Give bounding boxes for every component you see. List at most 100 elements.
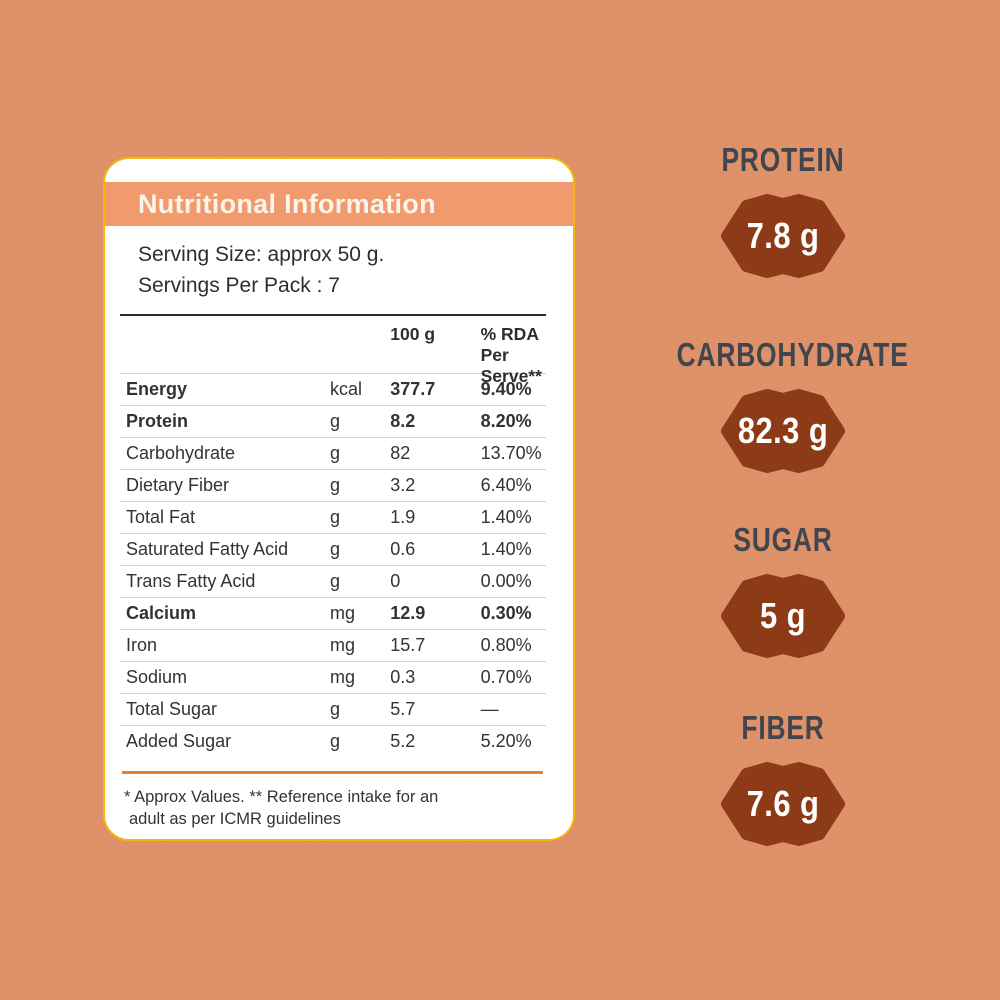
cell-value: 12.9 — [390, 603, 426, 623]
table-row: Trans Fatty Acid g 0 0.00% — [120, 566, 570, 597]
cell-unit: g — [330, 443, 341, 463]
badge-seal-icon — [721, 574, 845, 658]
cell-rda: 6.40% — [480, 475, 532, 495]
stat-carbohydrate-badge: 82.3 g — [720, 385, 846, 477]
table-row: Protein g 8.2 8.20% — [120, 406, 570, 437]
cell-unit: g — [330, 731, 341, 751]
row-divider — [120, 373, 546, 374]
row-divider — [120, 437, 546, 438]
stat-carbohydrate: CARBOHYDRATE 82.3 g — [650, 337, 916, 477]
nutrition-card: Nutritional Information Serving Size: ap… — [103, 157, 575, 841]
cell-value: 82 — [390, 443, 411, 463]
stat-protein-badge: 7.8 g — [720, 190, 846, 282]
cell-value: 0.3 — [390, 667, 416, 687]
cell-rda: 13.70% — [480, 443, 542, 463]
table-row: Carbohydrate g 82 13.70% — [120, 438, 570, 469]
cell-unit: kcal — [330, 379, 363, 399]
row-divider — [120, 469, 546, 470]
stat-carbohydrate-value: 82.3 g — [737, 410, 829, 451]
table-row: Iron mg 15.7 0.80% — [120, 630, 570, 661]
cell-value: 3.2 — [390, 475, 416, 495]
stat-protein-label: PROTEIN — [721, 141, 845, 178]
row-divider — [120, 629, 546, 630]
serving-size-text: Serving Size: approx 50 g. — [138, 243, 385, 266]
nutrition-table: 100 g % RDA Per Serve** Energy kcal 377.7 9… — [120, 314, 570, 757]
cell-unit: g — [330, 507, 341, 527]
row-divider — [120, 405, 546, 406]
table-row: Energy kcal 377.7 9.40% — [120, 374, 570, 405]
cell-value: 1.9 — [390, 507, 416, 527]
table-row: Sodium mg 0.3 0.70% — [120, 662, 570, 693]
header-amount: 100 g — [390, 324, 436, 344]
stat-carbohydrate-label: CARBOHYDRATE — [676, 336, 909, 373]
table-row: Dietary Fiber g 3.2 6.40% — [120, 470, 570, 501]
cell-rda: 8.20% — [480, 411, 532, 431]
row-divider — [120, 565, 546, 566]
cell-label: Calcium — [126, 603, 197, 623]
stat-protein: PROTEIN 7.8 g — [650, 142, 916, 282]
nutrition-table-body: Energy kcal 377.7 9.40% Protein g 8.2 8.20% Carb… — [120, 374, 570, 757]
header-rda: % RDA Per Serve** — [480, 324, 542, 386]
badge-seal-icon — [721, 389, 845, 473]
stat-sugar-value: 5 g — [759, 595, 807, 636]
cell-value: 8.2 — [390, 411, 416, 431]
cell-label: Trans Fatty Acid — [126, 571, 256, 591]
cell-label: Added Sugar — [126, 731, 232, 751]
table-header-row: 100 g % RDA Per Serve** — [120, 316, 570, 386]
cell-value: 5.7 — [390, 699, 416, 719]
card-header-banner: Nutritional Information — [105, 182, 573, 226]
row-divider — [120, 725, 546, 726]
footnote-line1: * Approx Values. ** Reference intake for… — [124, 788, 439, 806]
cell-label: Iron — [126, 635, 158, 655]
header-spacer — [120, 324, 330, 373]
footer-rule — [122, 771, 543, 774]
stat-protein-value: 7.8 g — [746, 215, 820, 256]
cell-label: Sodium — [126, 667, 188, 687]
cell-unit: g — [330, 699, 341, 719]
table-row: Total Fat g 1.9 1.40% — [120, 502, 570, 533]
row-divider — [120, 501, 546, 502]
table-row: Added Sugar g 5.2 5.20% — [120, 726, 570, 757]
cell-unit: g — [330, 571, 341, 591]
cell-label: Saturated Fatty Acid — [126, 539, 289, 559]
cell-unit: mg — [330, 667, 356, 687]
stat-sugar-badge: 5 g — [720, 570, 846, 662]
cell-rda: 0.00% — [480, 571, 532, 591]
cell-value: 0 — [390, 571, 401, 591]
cell-label: Protein — [126, 411, 189, 431]
table-row: Saturated Fatty Acid g 0.6 1.40% — [120, 534, 570, 565]
row-divider — [120, 661, 546, 662]
cell-value: 0.6 — [390, 539, 416, 559]
cell-rda: 0.70% — [480, 667, 532, 687]
table-top-rule — [120, 314, 546, 316]
cell-unit: g — [330, 411, 341, 431]
cell-rda: 0.80% — [480, 635, 532, 655]
cell-unit: g — [330, 475, 341, 495]
row-divider — [120, 597, 546, 598]
cell-rda: 1.40% — [480, 507, 532, 527]
cell-label: Total Fat — [126, 507, 196, 527]
row-divider — [120, 533, 546, 534]
badge-seal-icon — [721, 762, 845, 846]
stat-fiber: FIBER 7.6 g — [650, 710, 916, 850]
cell-label: Carbohydrate — [126, 443, 236, 463]
stat-fiber-badge: 7.6 g — [720, 758, 846, 850]
table-row: Calcium mg 12.9 0.30% — [120, 598, 570, 629]
stat-fiber-label: FIBER — [741, 709, 825, 746]
cell-unit: g — [330, 539, 341, 559]
cell-rda: 5.20% — [480, 731, 532, 751]
cell-value: 377.7 — [390, 379, 436, 399]
card-title: Nutritional Information — [138, 188, 436, 219]
cell-unit: mg — [330, 635, 356, 655]
footnote-line2: adult as per ICMR guidelines — [129, 810, 341, 828]
cell-label: Dietary Fiber — [126, 475, 230, 495]
cell-rda: — — [480, 699, 499, 719]
stat-sugar: SUGAR 5 g — [650, 522, 916, 662]
cell-rda: 0.30% — [480, 603, 532, 623]
cell-value: 5.2 — [390, 731, 416, 751]
cell-value: 15.7 — [390, 635, 426, 655]
cell-label: Energy — [126, 379, 188, 399]
cell-unit: mg — [330, 603, 356, 623]
cell-rda: 9.40% — [480, 379, 532, 399]
